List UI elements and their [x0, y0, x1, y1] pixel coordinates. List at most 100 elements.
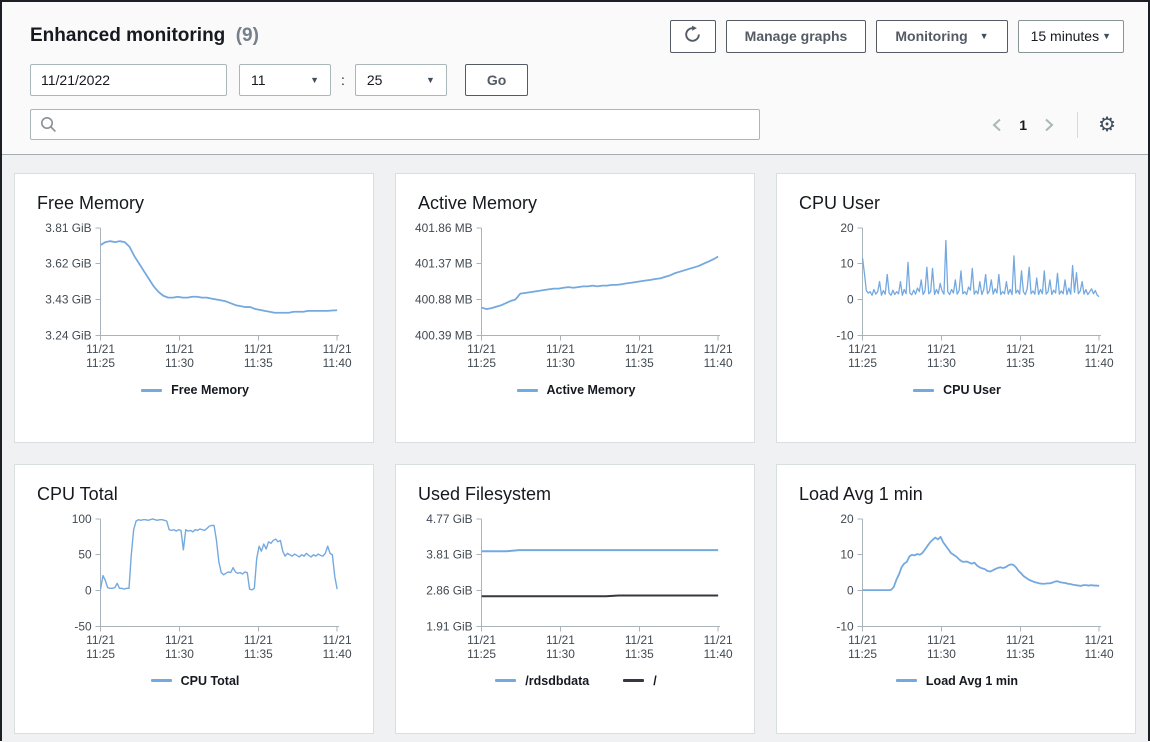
legend-line-swatch — [516, 388, 538, 392]
header-divider — [2, 154, 1148, 155]
legend-item: CPU User — [913, 383, 1001, 397]
legend-label: Active Memory — [546, 383, 636, 398]
x-tick-date: 11/21 — [165, 633, 194, 647]
x-tick-date: 11/21 — [1085, 342, 1114, 356]
x-tick-date: 11/21 — [467, 342, 496, 356]
go-button[interactable]: Go — [464, 64, 529, 96]
axis-line — [481, 227, 721, 336]
legend-line-swatch — [150, 679, 172, 683]
chevron-left-icon[interactable] — [989, 116, 1005, 134]
gear-icon[interactable]: ⚙ — [1098, 113, 1116, 136]
hour-value: 11 — [251, 72, 266, 88]
x-tick-date: 11/21 — [467, 633, 496, 647]
legend-label: /rdsdbdata — [525, 673, 590, 688]
y-tick-label: 3.81 GiB — [426, 547, 472, 561]
x-tick-time: 11:35 — [244, 356, 273, 370]
x-tick-time: 11:35 — [1006, 647, 1035, 661]
go-label: Go — [486, 72, 507, 88]
legend-label: Load Avg 1 min — [925, 673, 1019, 688]
charts-grid: Free Memory 3.81 GiB 3.62 GiB 3.43 GiB 3.24… — [2, 155, 1148, 742]
legend-item: /rdsdbdata — [495, 674, 589, 688]
x-tick-date: 11/21 — [86, 342, 115, 356]
interval-dropdown-button[interactable]: 15 minutes ▼ — [1017, 19, 1124, 53]
x-tick-time: 11:40 — [323, 647, 352, 661]
monitoring-dropdown-button[interactable]: Monitoring ▼ — [876, 19, 1008, 53]
legend-item: CPU Total — [150, 674, 239, 688]
x-tick-time: 11:35 — [1006, 356, 1035, 370]
search-field-wrap — [30, 109, 760, 140]
x-tick-time: 11:30 — [546, 356, 575, 370]
y-tick-label: 100 — [72, 513, 92, 526]
y-tick-label: 4.77 GiB — [426, 513, 472, 526]
x-tick-time: 11:30 — [165, 356, 194, 370]
legend-item: Free Memory — [141, 383, 249, 397]
chart-title: Load Avg 1 min — [799, 483, 923, 504]
y-tick-label: 401.86 MB — [415, 222, 473, 235]
y-tick-label: -10 — [836, 328, 854, 342]
chart-legend: /rdsdbdata / — [412, 674, 740, 688]
chart-legend: CPU Total — [31, 674, 359, 688]
y-tick-label: 20 — [840, 513, 854, 526]
x-tick-date: 11/21 — [244, 633, 273, 647]
x-tick-time: 11:30 — [927, 647, 956, 661]
y-tick-label: 400.39 MB — [415, 328, 473, 342]
manage-graphs-button[interactable]: Manage graphs — [725, 19, 867, 53]
y-tick-label: -10 — [836, 619, 854, 633]
y-tick-label: 1.91 GiB — [426, 619, 472, 633]
legend-item: / — [623, 673, 657, 688]
axis-line — [481, 518, 721, 627]
x-tick-time: 11:25 — [86, 356, 115, 370]
x-tick-date: 11/21 — [165, 342, 194, 356]
chart-card: Load Avg 1 min 20 10 0 -10 11/21 11:25 11/21 11… — [776, 463, 1136, 734]
minute-select[interactable]: 25 ▼ — [354, 64, 447, 96]
y-tick-label: 3.24 GiB — [45, 328, 91, 342]
search-input[interactable] — [30, 109, 760, 140]
chart-title: Free Memory — [37, 193, 145, 213]
hour-select[interactable]: 11 ▼ — [239, 64, 331, 96]
x-tick-time: 11:40 — [1085, 647, 1114, 661]
pagination: 1 ⚙ — [989, 111, 1116, 138]
refresh-button[interactable] — [669, 19, 716, 53]
x-tick-date: 11/21 — [323, 633, 352, 647]
axis-line — [100, 227, 340, 336]
x-tick-date: 11/21 — [927, 342, 956, 356]
y-tick-label: 50 — [78, 547, 92, 561]
date-input[interactable] — [30, 64, 227, 96]
legend-line-swatch — [495, 679, 517, 683]
header-actions: Manage graphs Monitoring ▼ 15 minutes ▼ — [669, 19, 1124, 53]
chart-title: Active Memory — [418, 193, 538, 213]
legend-label: / — [653, 673, 657, 688]
x-tick-time: 11:35 — [625, 647, 654, 661]
y-tick-label: 3.43 GiB — [45, 293, 91, 307]
chart-legend: Active Memory — [412, 383, 740, 397]
interval-label: 15 minutes — [1030, 28, 1100, 44]
chart-card: Used Filesystem 4.77 GiB 3.81 GiB 2.86 GiB… — [395, 463, 755, 734]
x-tick-time: 11:40 — [1085, 356, 1114, 370]
x-tick-date: 11/21 — [704, 633, 733, 647]
axis-line — [862, 518, 1102, 627]
legend-line-swatch — [895, 679, 917, 683]
x-tick-date: 11/21 — [1085, 633, 1114, 647]
refresh-icon — [683, 25, 702, 47]
x-tick-time: 11:30 — [546, 647, 575, 661]
legend-line-swatch — [913, 388, 935, 392]
chart-legend: Free Memory — [31, 383, 359, 397]
series-line — [861, 239, 1100, 298]
x-tick-date: 11/21 — [848, 342, 877, 356]
chevron-right-icon[interactable] — [1041, 116, 1057, 134]
legend-line-swatch — [623, 679, 645, 683]
chart-card: CPU Total 100 50 0 -50 11/21 11:25 11/21 11:30 1… — [14, 463, 374, 734]
caret-down-icon: ▼ — [1102, 30, 1111, 41]
chart-legend: Load Avg 1 min — [793, 674, 1121, 688]
chart-title: Used Filesystem — [418, 483, 552, 504]
y-tick-label: 20 — [840, 222, 854, 235]
x-tick-date: 11/21 — [848, 633, 877, 647]
y-tick-label: 400.88 MB — [415, 293, 473, 307]
monitoring-label: Monitoring — [895, 28, 968, 44]
y-tick-label: 401.37 MB — [415, 257, 473, 271]
page-number: 1 — [1019, 116, 1028, 133]
x-tick-date: 11/21 — [323, 342, 352, 356]
x-tick-date: 11/21 — [86, 633, 115, 647]
page-header: Enhanced monitoring (9) Manage graphs Mo… — [2, 2, 1148, 154]
